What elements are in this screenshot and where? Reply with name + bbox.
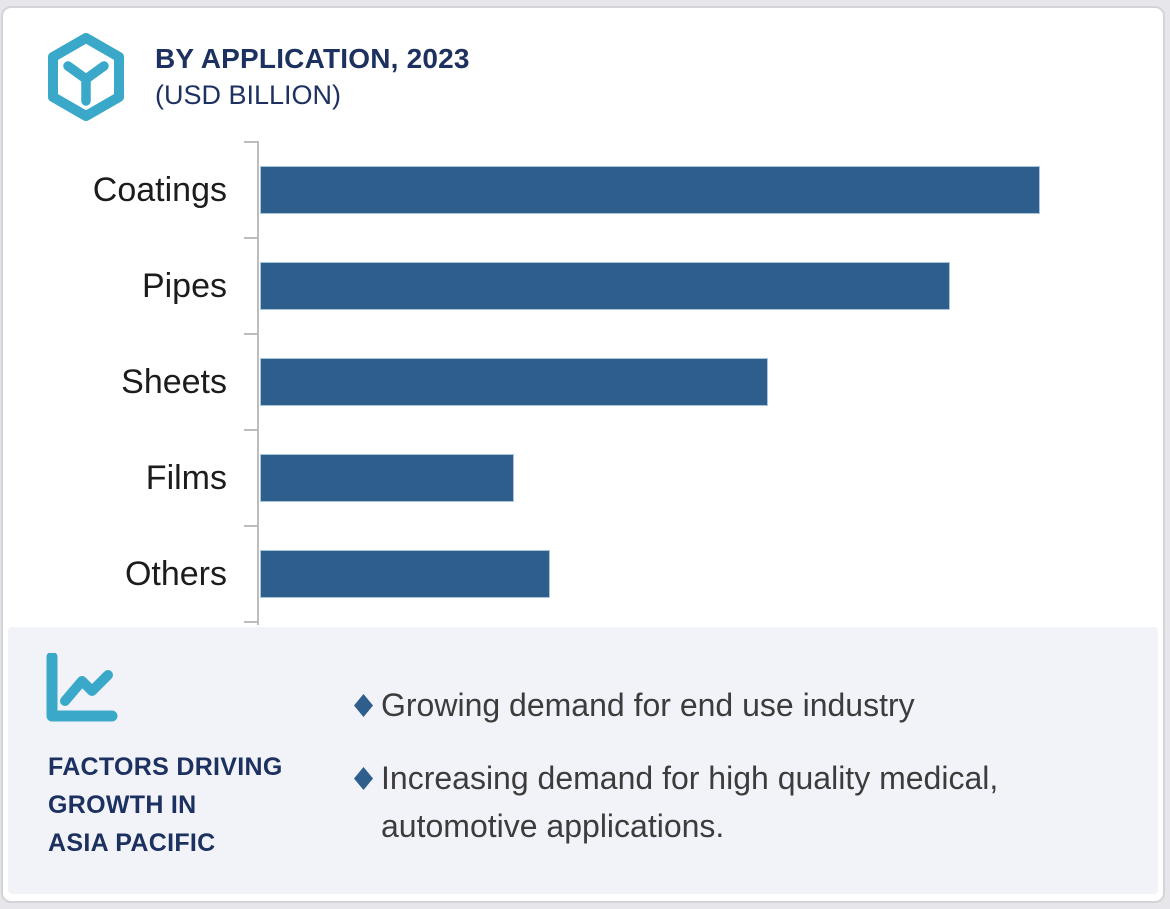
chart-row: Coatings bbox=[3, 142, 1163, 238]
factor-item: Growing demand for end use industry bbox=[354, 681, 1134, 729]
category-axis-line bbox=[257, 141, 259, 625]
factor-item: Increasing demand for high quality medic… bbox=[354, 754, 1134, 850]
axis-tick bbox=[244, 141, 258, 143]
factor-text: Growing demand for end use industry bbox=[381, 687, 915, 723]
diamond-bullet-icon bbox=[354, 694, 373, 717]
bar-pipes bbox=[260, 262, 951, 310]
category-label-coatings: Coatings bbox=[92, 170, 227, 209]
chart-subtitle: (USD BILLION) bbox=[155, 80, 342, 110]
chart-row: Sheets bbox=[3, 334, 1163, 430]
hexagon-cube-icon bbox=[48, 33, 124, 121]
category-label-others: Others bbox=[124, 554, 227, 593]
axis-tick bbox=[244, 429, 258, 431]
axis-tick bbox=[244, 333, 258, 335]
category-label-films: Films bbox=[145, 458, 227, 497]
factors-list: Growing demand for end use industry Incr… bbox=[354, 681, 1134, 850]
bar-sheets bbox=[260, 358, 768, 406]
axis-tick bbox=[244, 237, 258, 239]
category-label-pipes: Pipes bbox=[141, 266, 227, 305]
factor-text: Increasing demand for high quality medic… bbox=[381, 760, 999, 844]
chart-header: BY APPLICATION, 2023 (USD BILLION) bbox=[155, 40, 470, 112]
axis-tick bbox=[244, 525, 258, 527]
infographic-card: BY APPLICATION, 2023 (USD BILLION) Coati… bbox=[1, 6, 1165, 903]
axis-tick bbox=[244, 621, 258, 623]
diamond-bullet-icon bbox=[354, 767, 373, 790]
bar-films bbox=[260, 454, 515, 502]
chart-title: BY APPLICATION, 2023 bbox=[155, 43, 470, 74]
factors-heading: FACTORS DRIVING GROWTH IN ASIA PACIFIC bbox=[48, 753, 283, 857]
category-label-sheets: Sheets bbox=[121, 362, 227, 401]
bar-others bbox=[260, 550, 551, 598]
factors-panel: FACTORS DRIVING GROWTH IN ASIA PACIFIC G… bbox=[8, 627, 1158, 894]
bar-coatings bbox=[260, 166, 1040, 214]
chart-row: Pipes bbox=[3, 238, 1163, 334]
chart-row: Others bbox=[3, 526, 1163, 622]
line-chart-icon bbox=[46, 653, 118, 722]
bar-chart: Coatings Pipes Sheets Films Others bbox=[3, 141, 1163, 625]
chart-row: Films bbox=[3, 430, 1163, 526]
